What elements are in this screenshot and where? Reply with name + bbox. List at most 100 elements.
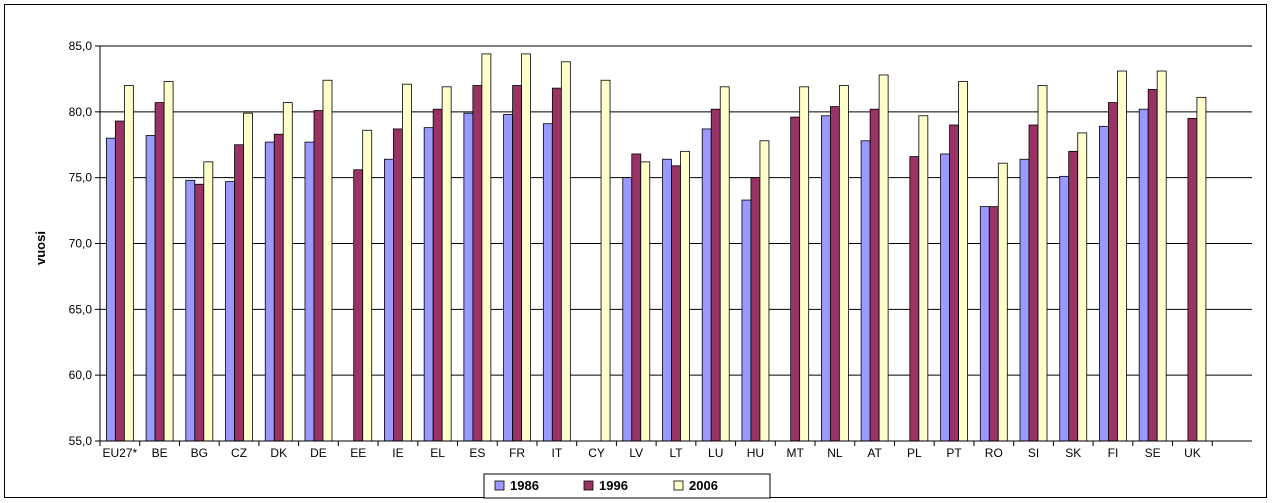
y-tick-label: 70,0 — [69, 237, 93, 251]
bar-1986-DE — [304, 141, 315, 442]
x-tick-label: CY — [588, 446, 605, 460]
legend-swatch-1986 — [494, 480, 505, 491]
bar-2006-EL — [441, 86, 452, 442]
x-tick-label: HU — [747, 446, 764, 460]
bar-1986-SK — [1059, 175, 1070, 442]
x-tick-label: DK — [270, 446, 287, 460]
bar-1996-NL — [829, 106, 840, 442]
bar-1996-LT — [671, 165, 681, 442]
legend: 1986 1996 2006 — [483, 473, 771, 499]
bar-1996-CZ — [234, 144, 244, 442]
x-tick-label: CZ — [231, 446, 247, 460]
legend-label-1986: 1986 — [510, 478, 539, 493]
bar-1986-AT — [860, 140, 871, 442]
bar-1996-SE — [1147, 89, 1158, 442]
bar-2006-AT — [878, 74, 889, 442]
x-tick-label: BE — [152, 446, 168, 460]
bar-1996-LU — [710, 108, 721, 442]
bar-1986-SE — [1138, 108, 1149, 442]
bar-1996-UK — [1187, 118, 1198, 442]
bar-1986-RO — [979, 206, 990, 442]
bar-1996-RO — [988, 206, 999, 442]
x-tick-label: DE — [310, 446, 327, 460]
bar-2006-PL — [918, 115, 929, 442]
bar-2006-DK — [282, 102, 293, 442]
bar-1996-AT — [869, 108, 880, 442]
y-tick-label: 60,0 — [69, 368, 93, 382]
bar-2006-LU — [719, 86, 730, 442]
x-tick-label: PT — [946, 446, 962, 460]
bar-1986-NL — [820, 115, 831, 442]
bar-2006-DE — [322, 79, 333, 442]
bar-1986-LV — [622, 177, 633, 442]
x-tick-label: LU — [708, 446, 723, 460]
x-tick-label: SK — [1065, 446, 1081, 460]
x-tick-label: SE — [1145, 446, 1161, 460]
legend-swatch-1996 — [583, 480, 594, 491]
x-tick-label: LV — [629, 446, 643, 460]
bar-1986-FR — [503, 114, 514, 442]
y-tick-label: 55,0 — [69, 434, 93, 448]
y-tick-label: 75,0 — [69, 171, 93, 185]
y-axis-label: vuosi — [33, 231, 48, 265]
bar-2006-FI — [1117, 70, 1127, 442]
x-tick-label: IE — [392, 446, 403, 460]
bar-1996-BE — [154, 102, 165, 442]
x-tick-label: ES — [469, 446, 485, 460]
y-tick-label: 65,0 — [69, 302, 93, 316]
legend-label-1996: 1996 — [599, 478, 628, 493]
bar-1996-FI — [1108, 102, 1118, 442]
x-tick-label: IT — [551, 446, 562, 460]
x-tick-label: EU27* — [103, 446, 138, 460]
bar-1986-DK — [264, 141, 275, 442]
x-tick-label: AT — [867, 446, 882, 460]
y-tick-label: 85,0 — [69, 39, 93, 53]
bar-1996-SK — [1068, 150, 1079, 442]
bar-1986-LT — [662, 158, 672, 442]
x-tick-label: RO — [985, 446, 1003, 460]
bar-1996-EE — [353, 169, 364, 442]
bar-1996-EU27* — [114, 120, 125, 442]
bar-1996-BG — [194, 183, 205, 442]
x-tick-label: PL — [907, 446, 922, 460]
bar-2006-BE — [163, 81, 174, 442]
bar-1996-EL — [432, 108, 443, 442]
bar-2006-EU27* — [123, 85, 134, 442]
bar-2006-FR — [521, 53, 532, 442]
bar-1996-FR — [512, 85, 523, 442]
bar-1986-HU — [741, 199, 752, 442]
bar-1986-FI — [1099, 125, 1109, 442]
x-tick-label: FI — [1108, 446, 1119, 460]
x-tick-label: NL — [827, 446, 843, 460]
legend-swatch-2006 — [673, 480, 684, 491]
bar-1986-ES — [463, 112, 474, 442]
bar-2006-SI — [1037, 85, 1048, 442]
bar-2006-CZ — [243, 112, 253, 442]
bar-1986-EL — [423, 127, 434, 442]
bar-1996-DE — [313, 110, 324, 442]
x-tick-label: MT — [787, 446, 805, 460]
bar-1986-SI — [1019, 158, 1030, 442]
axes-layer: 55,0 60,0 65,0 70,0 75,0 80,0 85,0 EU27* BE BG CZ D… — [69, 39, 1252, 460]
bar-1996-DK — [273, 133, 284, 442]
x-tick-label: EE — [350, 446, 366, 460]
bar-2006-MT — [799, 86, 810, 442]
bar-1996-LV — [631, 153, 642, 442]
x-tick-label: EL — [430, 446, 445, 460]
bar-1986-IE — [384, 158, 394, 442]
y-tick-label: 80,0 — [69, 105, 93, 119]
legend-label-2006: 2006 — [689, 478, 718, 493]
bar-1996-IT — [551, 87, 562, 442]
bar-2006-EE — [362, 129, 373, 442]
bar-1986-EU27* — [105, 137, 116, 442]
bar-2006-UK — [1196, 96, 1207, 442]
bar-2006-BG — [203, 161, 214, 442]
bar-1996-ES — [472, 85, 483, 442]
bar-1996-SI — [1028, 124, 1039, 442]
bar-1986-CZ — [225, 181, 235, 442]
bars-layer — [105, 53, 1207, 442]
bar-1986-BE — [145, 135, 156, 442]
x-tick-label: SI — [1028, 446, 1039, 460]
x-tick-label: LT — [669, 446, 683, 460]
bar-1996-HU — [750, 177, 761, 442]
